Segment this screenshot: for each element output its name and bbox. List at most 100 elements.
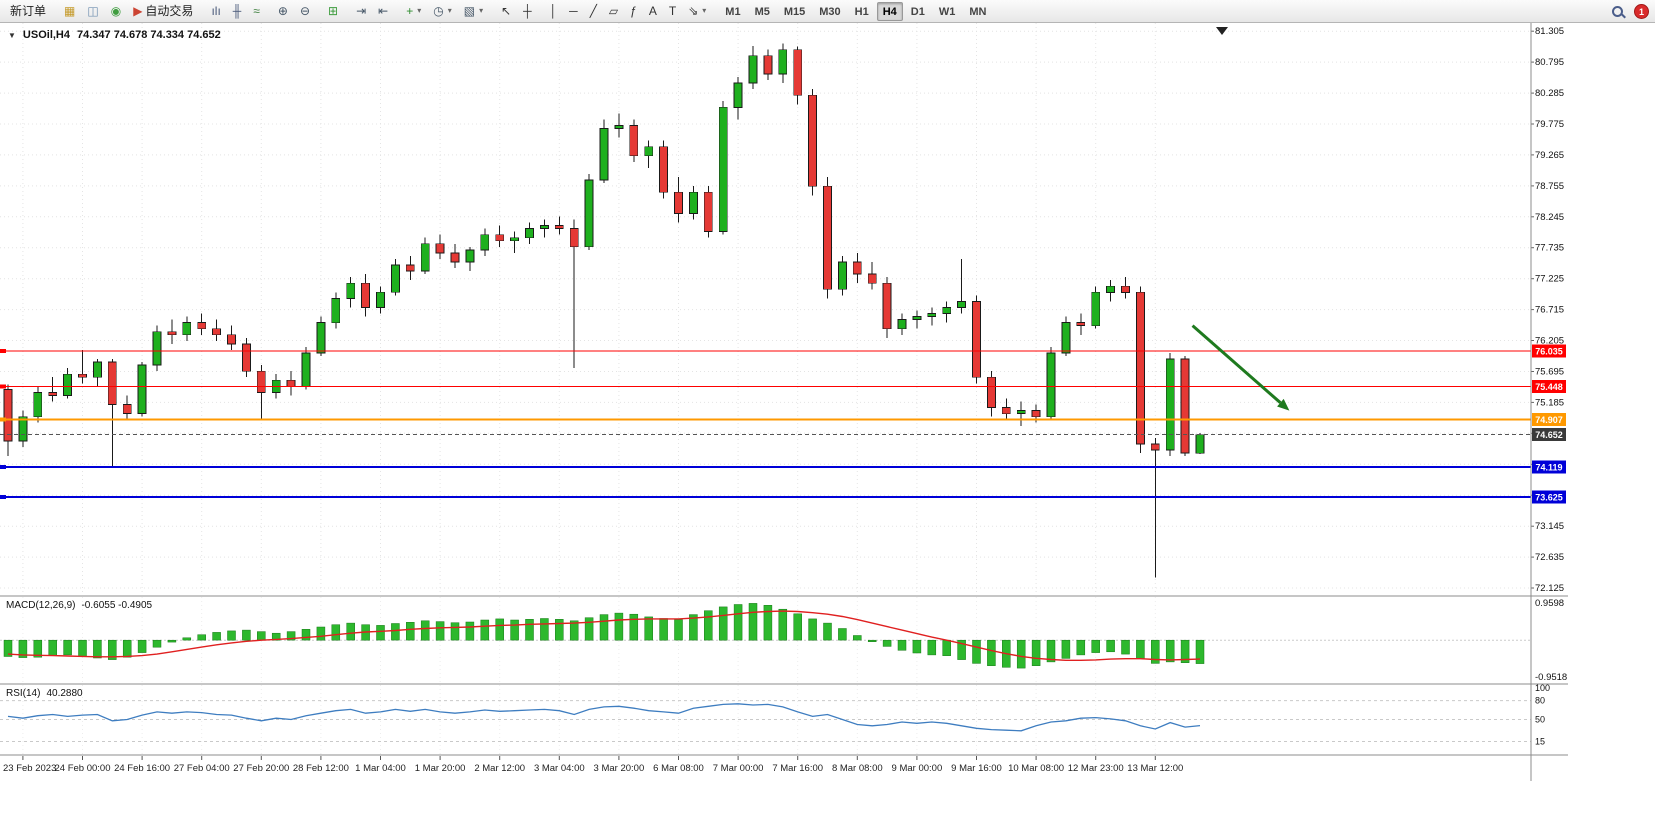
svg-text:15: 15 — [1535, 737, 1545, 747]
auto-scroll-button[interactable]: ⇥ — [351, 1, 371, 20]
crosshair-button[interactable]: ┼ — [518, 1, 537, 20]
chevron-down-icon: ▾ — [702, 6, 707, 16]
svg-text:3 Mar 04:00: 3 Mar 04:00 — [534, 763, 585, 774]
svg-text:3 Mar 20:00: 3 Mar 20:00 — [594, 763, 645, 774]
panel-separators — [0, 23, 1568, 781]
market-watch-button[interactable]: ▦ — [59, 1, 80, 20]
svg-text:13 Mar 12:00: 13 Mar 12:00 — [1127, 763, 1183, 774]
price-scale[interactable]: 81.305 80.795 80.285 79.775 79.265 78.755 78.2… — [1531, 26, 1564, 594]
shift-marker-icon[interactable] — [1216, 27, 1228, 35]
timeframe-m1-button[interactable]: M1 — [719, 2, 746, 21]
timeframe-w1-button[interactable]: W1 — [933, 2, 962, 21]
one-click-trading-icon[interactable]: ▼ — [8, 30, 16, 40]
text-button[interactable]: A — [644, 1, 662, 20]
svg-text:12 Mar 23:00: 12 Mar 23:00 — [1068, 763, 1124, 774]
auto-scroll-icon: ⇥ — [356, 3, 367, 18]
timeframe-m30-button[interactable]: M30 — [813, 2, 846, 21]
vertical-line-icon: │ — [549, 3, 558, 18]
new-order-button[interactable]: 新订单 — [5, 1, 51, 20]
svg-text:27 Feb 04:00: 27 Feb 04:00 — [174, 763, 230, 774]
chart-shift-button[interactable]: ⇤ — [373, 1, 393, 20]
svg-text:1 Mar 04:00: 1 Mar 04:00 — [355, 763, 406, 774]
chart-header: ▼ USOil,H4 74.347 74.678 74.334 74.652 — [8, 29, 221, 41]
new-order-button-label: 新订单 — [10, 3, 47, 18]
svg-text:2 Mar 12:00: 2 Mar 12:00 — [474, 763, 525, 774]
data-window-icon: ◫ — [87, 3, 99, 18]
new-chart-icon: + — [406, 3, 414, 18]
bar-chart-button[interactable]: ılı — [206, 1, 225, 20]
candles-layer — [3, 43, 1205, 578]
zoom-in-icon: ⊕ — [277, 3, 288, 18]
template-button[interactable]: ▧ ▾ — [459, 1, 488, 20]
svg-text:80.285: 80.285 — [1535, 88, 1564, 99]
symbol-timeframe-label: USOil,H4 — [22, 29, 70, 41]
timeframe-m5-button[interactable]: M5 — [749, 2, 776, 21]
timeframe-h4-button[interactable]: H4 — [876, 2, 903, 22]
svg-text:0.9598: 0.9598 — [1535, 598, 1564, 609]
svg-text:81.305: 81.305 — [1535, 26, 1564, 37]
toolbar-buttons: 新订单 ▦ ◫ ◉ ▶ 自动交易 ılı ╫ ≈ ⊕ ⊖ ⊞ ⇥ ⇤ + ▾ ◷ ▾ ▧ ▾ ↖ ┼ │ ─ ╱ ▱ ƒ A T ⇘ ▾ M1… — [4, 1, 993, 22]
timeframe-d1-button[interactable]: D1 — [905, 2, 931, 21]
period-selector-button[interactable]: ◷ ▾ — [428, 1, 457, 20]
zoom-out-icon: ⊖ — [299, 3, 311, 18]
channel-button[interactable]: ▱ — [604, 1, 623, 20]
fibonacci-icon: ƒ — [630, 3, 637, 18]
svg-text:28 Feb 12:00: 28 Feb 12:00 — [293, 763, 349, 774]
autotrading-icon: ▶ — [133, 3, 143, 18]
autotrading-button[interactable]: ▶ 自动交易 — [128, 1, 198, 20]
new-chart-button[interactable]: + ▾ — [401, 1, 426, 20]
vertical-line-button[interactable]: │ — [545, 1, 563, 20]
timeframe-mn-button[interactable]: MN — [963, 2, 992, 21]
timeframe-h1-button[interactable]: H1 — [849, 2, 875, 21]
svg-text:72.125: 72.125 — [1535, 583, 1564, 594]
svg-text:75.695: 75.695 — [1535, 367, 1564, 378]
channel-icon: ▱ — [608, 3, 619, 18]
svg-text:8 Mar 08:00: 8 Mar 08:00 — [832, 763, 883, 774]
chart-area[interactable]: 81.305 80.795 80.285 79.775 79.265 78.755 78.2… — [0, 23, 1655, 826]
text-label-button[interactable]: T — [664, 1, 681, 20]
trend-arrow[interactable] — [1191, 324, 1290, 411]
svg-text:76.035: 76.035 — [1535, 346, 1563, 356]
svg-text:23 Feb 2023: 23 Feb 2023 — [3, 763, 56, 774]
fibonacci-button[interactable]: ƒ — [625, 1, 642, 20]
navigator-button[interactable]: ◉ — [106, 1, 126, 20]
hlines-layer[interactable]: 76.035 75.448 74.907 74.119 73.625 74.652 — [0, 344, 1566, 504]
svg-text:10 Mar 08:00: 10 Mar 08:00 — [1008, 763, 1064, 774]
svg-text:79.265: 79.265 — [1535, 150, 1564, 161]
chart-canvas[interactable]: 81.305 80.795 80.285 79.775 79.265 78.755 78.2… — [0, 23, 1655, 826]
zoom-out-button[interactable]: ⊖ — [295, 1, 315, 20]
svg-text:80: 80 — [1535, 696, 1545, 706]
notification-badge[interactable]: 1 — [1634, 4, 1649, 19]
ohlc-values: 74.347 74.678 74.334 74.652 — [77, 29, 221, 41]
rsi-name: RSI(14) — [6, 688, 41, 699]
chevron-down-icon: ▾ — [417, 6, 422, 16]
candlestick-chart-button[interactable]: ╫ — [228, 1, 247, 20]
tile-windows-button[interactable]: ⊞ — [323, 1, 343, 20]
market-watch-icon: ▦ — [64, 3, 76, 18]
svg-text:73.145: 73.145 — [1535, 521, 1564, 532]
line-chart-button[interactable]: ≈ — [248, 1, 265, 20]
horizontal-line-button[interactable]: ─ — [564, 1, 583, 20]
svg-text:7 Mar 16:00: 7 Mar 16:00 — [772, 763, 823, 774]
line-chart-icon: ≈ — [253, 3, 260, 18]
template-icon: ▧ — [463, 3, 476, 18]
toolbar: 新订单 ▦ ◫ ◉ ▶ 自动交易 ılı ╫ ≈ ⊕ ⊖ ⊞ ⇥ ⇤ + ▾ ◷ ▾ ▧ ▾ ↖ ┼ │ ─ ╱ ▱ ƒ A T ⇘ ▾ M1… — [0, 0, 1655, 23]
svg-text:9 Mar 00:00: 9 Mar 00:00 — [892, 763, 943, 774]
svg-text:78.245: 78.245 — [1535, 212, 1564, 223]
svg-text:76.715: 76.715 — [1535, 305, 1564, 316]
timeframe-m15-button[interactable]: M15 — [778, 2, 811, 21]
arrows-button[interactable]: ⇘ ▾ — [683, 1, 711, 20]
svg-text:77.225: 77.225 — [1535, 274, 1564, 285]
autotrading-button-label: 自动交易 — [145, 4, 194, 19]
svg-text:24 Feb 16:00: 24 Feb 16:00 — [114, 763, 170, 774]
search-icon[interactable] — [1610, 4, 1626, 20]
svg-text:79.775: 79.775 — [1535, 119, 1564, 130]
cursor-button[interactable]: ↖ — [496, 1, 516, 20]
zoom-in-button[interactable]: ⊕ — [273, 1, 293, 20]
arrows-icon: ⇘ — [688, 3, 699, 18]
grid-vertical — [22, 23, 1156, 754]
data-window-button[interactable]: ◫ — [82, 1, 103, 20]
trendline-button[interactable]: ╱ — [585, 1, 602, 20]
rsi-label: RSI(14) 40.2880 — [6, 688, 83, 699]
